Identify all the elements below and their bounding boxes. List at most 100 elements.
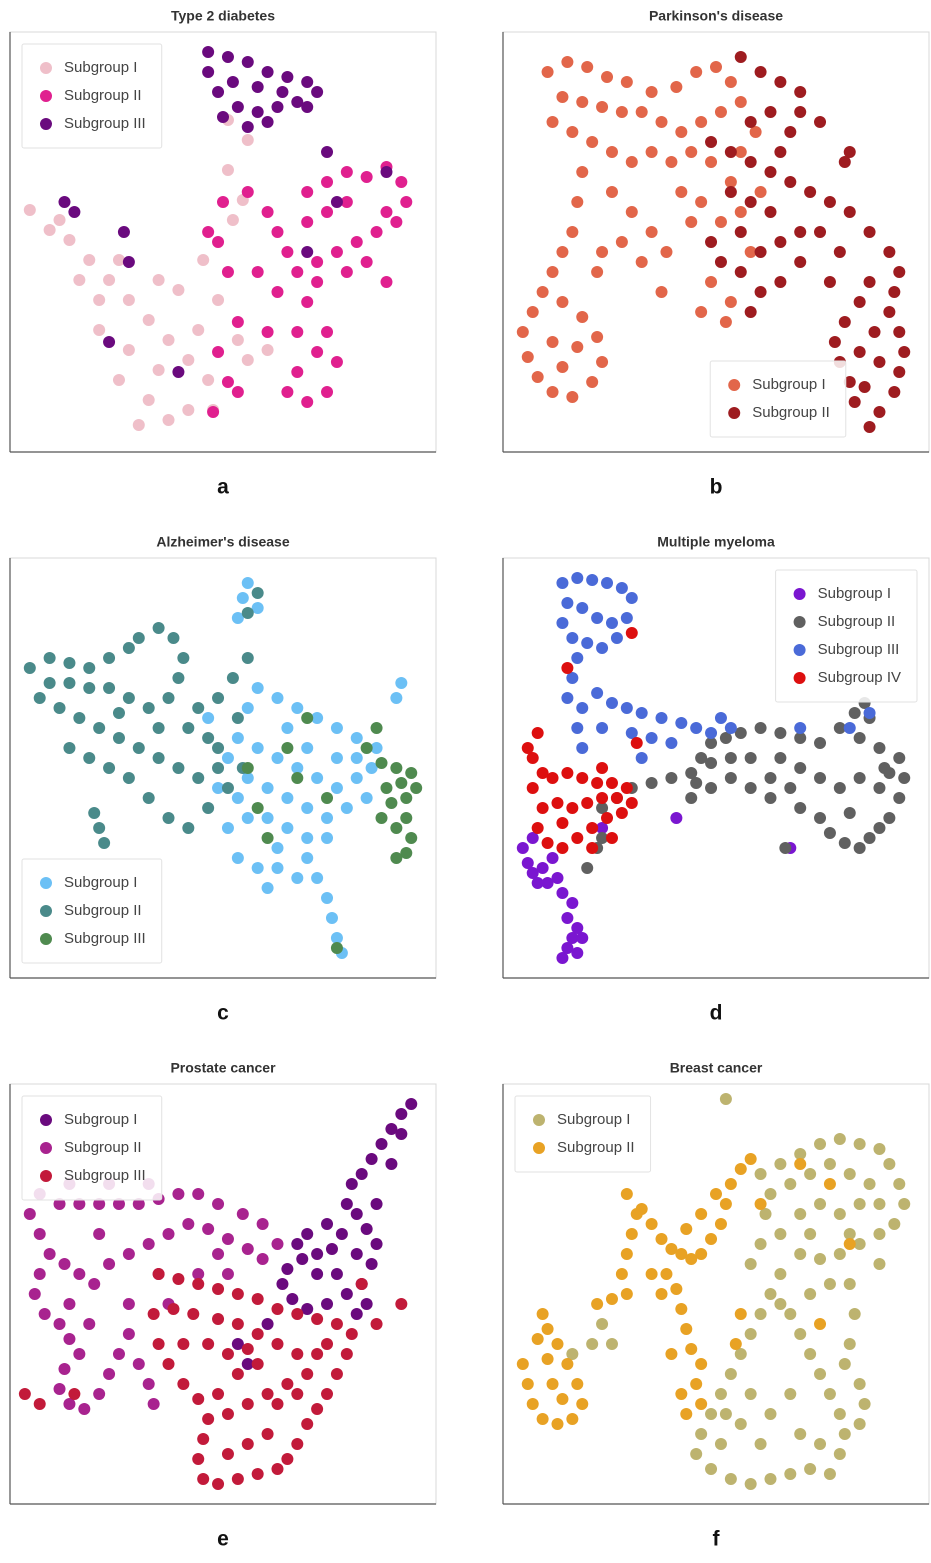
point — [794, 1158, 807, 1170]
point — [330, 752, 343, 764]
point — [536, 862, 549, 874]
point — [33, 1228, 46, 1240]
point — [340, 1288, 353, 1300]
point — [311, 1268, 324, 1280]
point — [863, 421, 876, 433]
point — [784, 1308, 797, 1320]
point — [719, 732, 732, 744]
point — [848, 396, 861, 408]
point — [68, 1388, 81, 1400]
point — [53, 214, 66, 226]
point — [893, 752, 906, 764]
point — [365, 1153, 378, 1165]
point — [132, 1198, 145, 1210]
point — [241, 702, 254, 714]
point — [705, 1233, 718, 1245]
point — [276, 86, 289, 98]
point — [774, 1228, 787, 1240]
point — [281, 71, 294, 83]
point — [605, 146, 618, 158]
point — [112, 254, 125, 266]
point — [345, 1178, 358, 1190]
point — [172, 1273, 185, 1285]
point — [301, 1228, 314, 1240]
point — [764, 1408, 777, 1420]
point — [635, 256, 648, 268]
point — [291, 326, 304, 338]
point — [893, 326, 906, 338]
point — [380, 166, 393, 178]
point — [714, 1388, 727, 1400]
point — [814, 1318, 827, 1330]
legend: Subgroup I Subgroup II Subgroup III — [21, 858, 163, 964]
point — [571, 947, 584, 959]
point — [370, 1198, 383, 1210]
point — [261, 832, 274, 844]
point — [311, 276, 324, 288]
legend-marker — [40, 905, 52, 917]
point — [794, 762, 807, 774]
point — [823, 196, 836, 208]
point — [695, 1248, 708, 1260]
legend-box — [709, 360, 847, 438]
point — [103, 652, 116, 664]
point — [551, 1338, 564, 1350]
point — [162, 1228, 175, 1240]
point — [375, 1138, 388, 1150]
point — [291, 96, 304, 108]
point — [271, 862, 284, 874]
chart-title: Prostate cancer — [170, 1060, 276, 1076]
point — [526, 1398, 539, 1410]
point — [162, 334, 175, 346]
point — [620, 612, 633, 624]
point — [576, 702, 589, 714]
point — [360, 1223, 373, 1235]
point — [744, 116, 757, 128]
panel-label: f — [713, 1528, 721, 1551]
point — [370, 722, 383, 734]
point — [276, 1278, 289, 1290]
point — [724, 296, 737, 308]
point — [596, 101, 609, 113]
point — [843, 376, 856, 388]
point — [325, 912, 338, 924]
point — [311, 1248, 324, 1260]
point — [635, 1203, 648, 1215]
point — [23, 662, 36, 674]
point — [541, 877, 554, 889]
point — [873, 742, 886, 754]
point — [566, 802, 579, 814]
point — [838, 1428, 851, 1440]
point — [724, 176, 737, 188]
point — [690, 1378, 703, 1390]
legend: Subgroup I Subgroup II Subgroup III Subgrou… — [775, 569, 918, 703]
point — [561, 692, 574, 704]
point — [271, 226, 284, 238]
legend-marker — [40, 933, 52, 945]
point — [566, 897, 579, 909]
point — [281, 246, 294, 258]
point — [291, 366, 304, 378]
point — [571, 652, 584, 664]
point — [321, 146, 334, 158]
point — [526, 867, 539, 879]
point — [112, 374, 125, 386]
point — [330, 1368, 343, 1380]
panel: Breast cancer f Subgroup I Subgroup II — [502, 1060, 930, 1551]
point — [241, 56, 254, 68]
point — [804, 1288, 817, 1300]
point — [705, 136, 718, 148]
point — [764, 792, 777, 804]
point — [43, 677, 56, 689]
point — [301, 712, 314, 724]
point — [375, 757, 388, 769]
point — [33, 1398, 46, 1410]
point — [690, 66, 703, 78]
point — [330, 942, 343, 954]
point — [833, 246, 846, 258]
legend-marker — [533, 1142, 545, 1154]
point — [724, 146, 737, 158]
legend: Subgroup I Subgroup II — [514, 1095, 652, 1173]
point — [814, 772, 827, 784]
point — [823, 276, 836, 288]
